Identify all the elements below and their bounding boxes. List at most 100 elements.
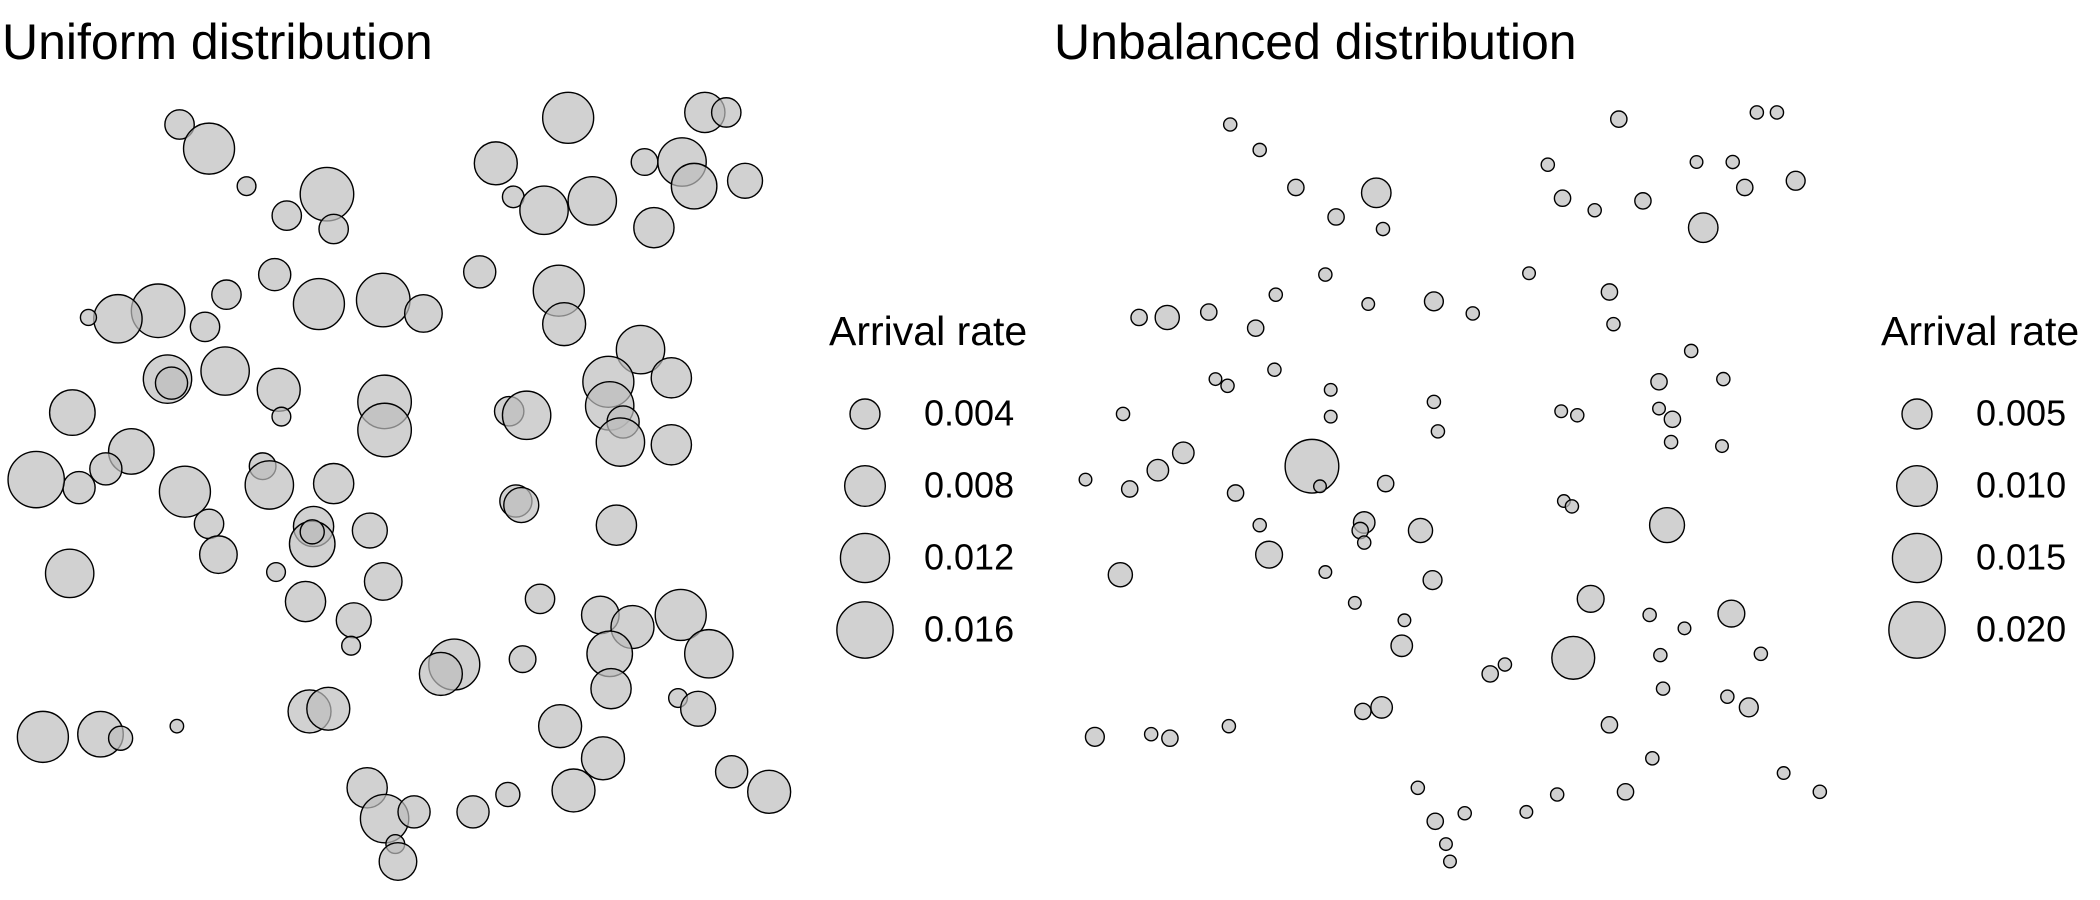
bubble xyxy=(1720,689,1735,704)
bubble xyxy=(1171,441,1195,465)
bubble xyxy=(654,588,707,642)
bubble xyxy=(193,508,225,540)
bubble xyxy=(1717,599,1746,628)
bubble xyxy=(1376,474,1395,493)
bubble xyxy=(1600,283,1619,301)
bubble xyxy=(1785,170,1806,191)
bubble xyxy=(1683,343,1699,359)
bubble xyxy=(1199,303,1218,321)
bubble xyxy=(1267,362,1282,378)
bubble xyxy=(508,645,537,674)
bubble xyxy=(1600,715,1619,734)
bubble xyxy=(1107,561,1134,588)
bubble xyxy=(16,710,70,764)
bubble xyxy=(1549,787,1565,802)
legend-key xyxy=(836,601,894,659)
bubble xyxy=(1776,766,1791,781)
bubble xyxy=(1220,378,1235,394)
bubble xyxy=(1422,569,1443,591)
bubble xyxy=(357,402,413,458)
bubble xyxy=(1812,784,1828,800)
bubble xyxy=(501,390,552,441)
bubble xyxy=(1587,202,1602,218)
bubble xyxy=(1226,484,1245,502)
bubble xyxy=(1519,804,1534,819)
bubble xyxy=(1252,142,1267,158)
bubble xyxy=(1481,665,1500,683)
bubble xyxy=(341,635,362,656)
bubble xyxy=(299,166,355,222)
bubble xyxy=(265,561,287,583)
bubble xyxy=(1714,439,1730,454)
bubble xyxy=(1465,306,1481,321)
bubble xyxy=(714,754,749,789)
bubble xyxy=(746,769,792,814)
bubble xyxy=(318,213,350,245)
chart-title: Unbalanced distribution xyxy=(1054,14,1577,70)
bubble xyxy=(1423,291,1445,312)
bubble xyxy=(1221,718,1237,734)
bubble xyxy=(1407,517,1434,544)
legend-key xyxy=(1895,464,1939,508)
legend-label: 0.008 xyxy=(924,465,1014,506)
bubble xyxy=(1143,726,1159,742)
bubble xyxy=(44,548,95,599)
bubble xyxy=(1725,154,1741,170)
bubble xyxy=(1318,267,1333,282)
bubble xyxy=(62,470,96,505)
bubble xyxy=(1375,221,1391,237)
bubble xyxy=(1753,646,1769,662)
bubble xyxy=(1716,371,1731,387)
bubble xyxy=(378,842,418,881)
bubble xyxy=(1442,854,1457,869)
legend-label: 0.010 xyxy=(1976,465,2066,506)
bubble xyxy=(1677,621,1692,636)
bubble xyxy=(1252,517,1267,533)
bubble xyxy=(1246,319,1265,338)
bubble xyxy=(1735,178,1754,197)
legend-label: 0.005 xyxy=(1976,393,2066,434)
bubble xyxy=(1663,434,1679,450)
bubble xyxy=(418,651,464,697)
bubble xyxy=(1497,657,1513,672)
bubble xyxy=(79,308,98,327)
bubble xyxy=(1650,372,1668,391)
bubble xyxy=(154,366,189,400)
bubble xyxy=(630,147,659,177)
legend-label: 0.016 xyxy=(924,609,1014,650)
bubble xyxy=(182,122,236,175)
bubble xyxy=(1312,479,1328,494)
bubble xyxy=(1438,837,1453,852)
bubble xyxy=(1551,635,1596,680)
bubble xyxy=(169,718,185,734)
bubble xyxy=(1410,780,1426,796)
bubble xyxy=(397,795,431,829)
bubble xyxy=(164,109,195,140)
bubble xyxy=(1606,316,1621,332)
bubble xyxy=(650,423,693,466)
bubble xyxy=(595,504,638,546)
bubble xyxy=(1426,812,1445,831)
bubble xyxy=(1553,189,1572,208)
bubble xyxy=(306,686,351,731)
bubble xyxy=(537,703,583,749)
bubble xyxy=(1327,208,1345,226)
bubble xyxy=(1323,409,1338,424)
bubble xyxy=(1769,105,1785,120)
bubble xyxy=(244,460,295,510)
bubble xyxy=(1749,105,1765,120)
bubble xyxy=(1120,480,1139,498)
bubble xyxy=(351,512,389,549)
bubble xyxy=(299,519,325,545)
bubble xyxy=(1397,613,1412,628)
bubble xyxy=(1356,535,1372,550)
bubble xyxy=(211,279,242,311)
bubble xyxy=(1655,681,1671,696)
bubble xyxy=(292,277,346,331)
bubble xyxy=(256,367,301,412)
bubble xyxy=(236,176,257,197)
bubble xyxy=(1564,499,1580,514)
bubble xyxy=(524,583,556,615)
bubble xyxy=(1390,634,1414,658)
